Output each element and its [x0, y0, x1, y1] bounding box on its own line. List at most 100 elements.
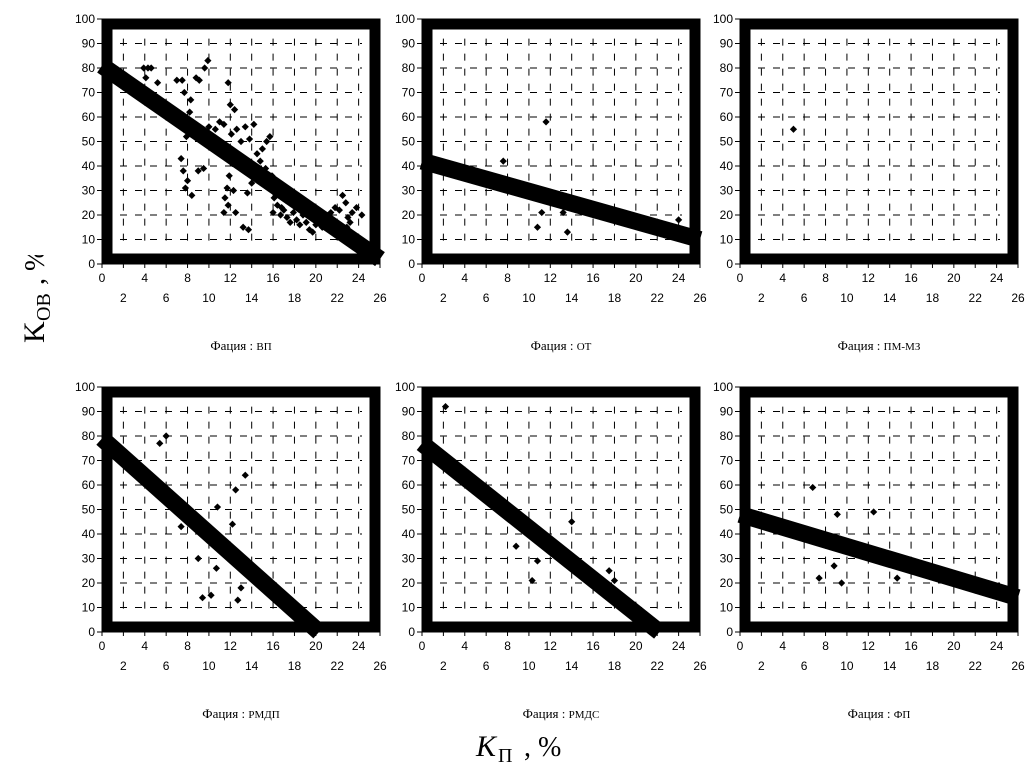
data-point	[140, 64, 148, 72]
x-tick-label: 0	[737, 271, 744, 285]
y-tick-label: 80	[720, 61, 734, 75]
data-point	[533, 223, 542, 231]
data-point	[833, 510, 841, 518]
x-tick-label: 14	[245, 291, 259, 305]
x-tick-label: 22	[969, 291, 983, 305]
x-tick-label: 0	[99, 639, 106, 653]
x-tick-label: 10	[202, 291, 216, 305]
plot-frame	[739, 386, 1019, 633]
x-tick-label: 12	[224, 271, 238, 285]
x-tick-label: 16	[586, 639, 600, 653]
y-tick-label: 80	[402, 429, 416, 443]
data-point	[343, 223, 351, 231]
data-point	[199, 164, 208, 173]
data-point	[177, 155, 185, 163]
data-point	[178, 76, 186, 84]
panel-title-prefix: Фация :	[531, 338, 577, 353]
data-point	[331, 204, 339, 212]
data-point	[204, 57, 212, 65]
panel-title-name: РМДС	[569, 709, 600, 721]
data-point	[233, 125, 241, 133]
data-point	[675, 216, 683, 224]
x-tick-label: 10	[202, 659, 216, 673]
y-tick-label: 20	[402, 576, 416, 590]
y-tick-label: 90	[82, 405, 96, 419]
data-point	[809, 483, 817, 492]
y-tick-label: 50	[720, 503, 734, 517]
x-tick-label: 22	[651, 659, 665, 673]
y-tick-label: 100	[75, 380, 95, 394]
data-point	[318, 223, 326, 231]
x-tick-label: 24	[352, 639, 366, 653]
panel-title-prefix: Фация :	[210, 338, 256, 353]
x-tick-label: 8	[504, 271, 511, 285]
x-tick-label: 18	[608, 291, 622, 305]
x-tick-label: 22	[331, 291, 345, 305]
y-tick-label: 60	[82, 110, 96, 124]
data-point	[283, 213, 291, 222]
y-tick-label: 40	[82, 527, 96, 541]
x-tick-label: 12	[544, 271, 558, 285]
data-point	[244, 226, 253, 234]
data-point	[181, 184, 189, 192]
data-point	[261, 164, 270, 173]
x-tick-label: 8	[184, 639, 191, 653]
data-point	[205, 123, 213, 131]
y-tick-label: 10	[402, 601, 416, 615]
y-tick-label: 40	[402, 527, 416, 541]
trend-line	[419, 152, 703, 248]
data-point	[302, 218, 310, 226]
y-tick-label: 0	[408, 625, 415, 639]
data-point	[830, 562, 838, 570]
x-tick-label: 12	[862, 271, 876, 285]
data-point	[211, 125, 219, 133]
data-point	[187, 96, 195, 104]
y-tick-label: 100	[395, 12, 415, 26]
x-tick-label: 0	[99, 271, 106, 285]
x-tick-label: 16	[266, 639, 280, 653]
data-point	[348, 208, 356, 217]
x-tick-label: 10	[522, 291, 536, 305]
x-tick-label: 20	[629, 639, 643, 653]
y-tick-label: 80	[720, 429, 734, 443]
x-tick-label: 6	[483, 291, 490, 305]
x-tick-label: 16	[904, 639, 918, 653]
data-point	[232, 486, 240, 494]
y-tick-label: 10	[402, 233, 416, 247]
y-tick-label: 10	[720, 601, 734, 615]
data-point	[224, 79, 232, 87]
y-tick-label: 70	[720, 86, 734, 100]
data-point	[296, 221, 304, 229]
data-point	[220, 120, 228, 128]
y-tick-label: 10	[82, 601, 96, 615]
y-tick-label: 0	[726, 257, 733, 271]
y-axis-label-graphic: K ОВ , %	[18, 248, 55, 343]
data-point	[245, 135, 254, 143]
data-point	[194, 554, 202, 563]
x-tick-label: 14	[565, 291, 579, 305]
x-tick-label: 4	[141, 639, 148, 653]
data-point	[188, 191, 196, 199]
data-point	[234, 596, 242, 604]
x-tick-label: 4	[461, 271, 468, 285]
y-tick-label: 30	[82, 552, 96, 566]
data-point	[815, 574, 823, 582]
x-tick-label: 16	[586, 271, 600, 285]
data-point	[147, 64, 155, 72]
data-point	[189, 123, 197, 131]
x-tick-label: 4	[779, 639, 786, 653]
y-tick-label: 10	[720, 233, 734, 247]
x-tick-label: 8	[822, 639, 829, 653]
data-point	[289, 208, 297, 217]
x-tick-label: 26	[1011, 291, 1025, 305]
data-point	[305, 226, 314, 234]
y-tick-label: 0	[88, 257, 95, 271]
data-point	[266, 133, 274, 141]
x-axis-label-graphic: K П , %	[475, 730, 561, 767]
data-point	[225, 172, 233, 180]
data-point	[309, 228, 317, 236]
x-tick-label: 4	[141, 271, 148, 285]
data-point	[358, 211, 366, 219]
